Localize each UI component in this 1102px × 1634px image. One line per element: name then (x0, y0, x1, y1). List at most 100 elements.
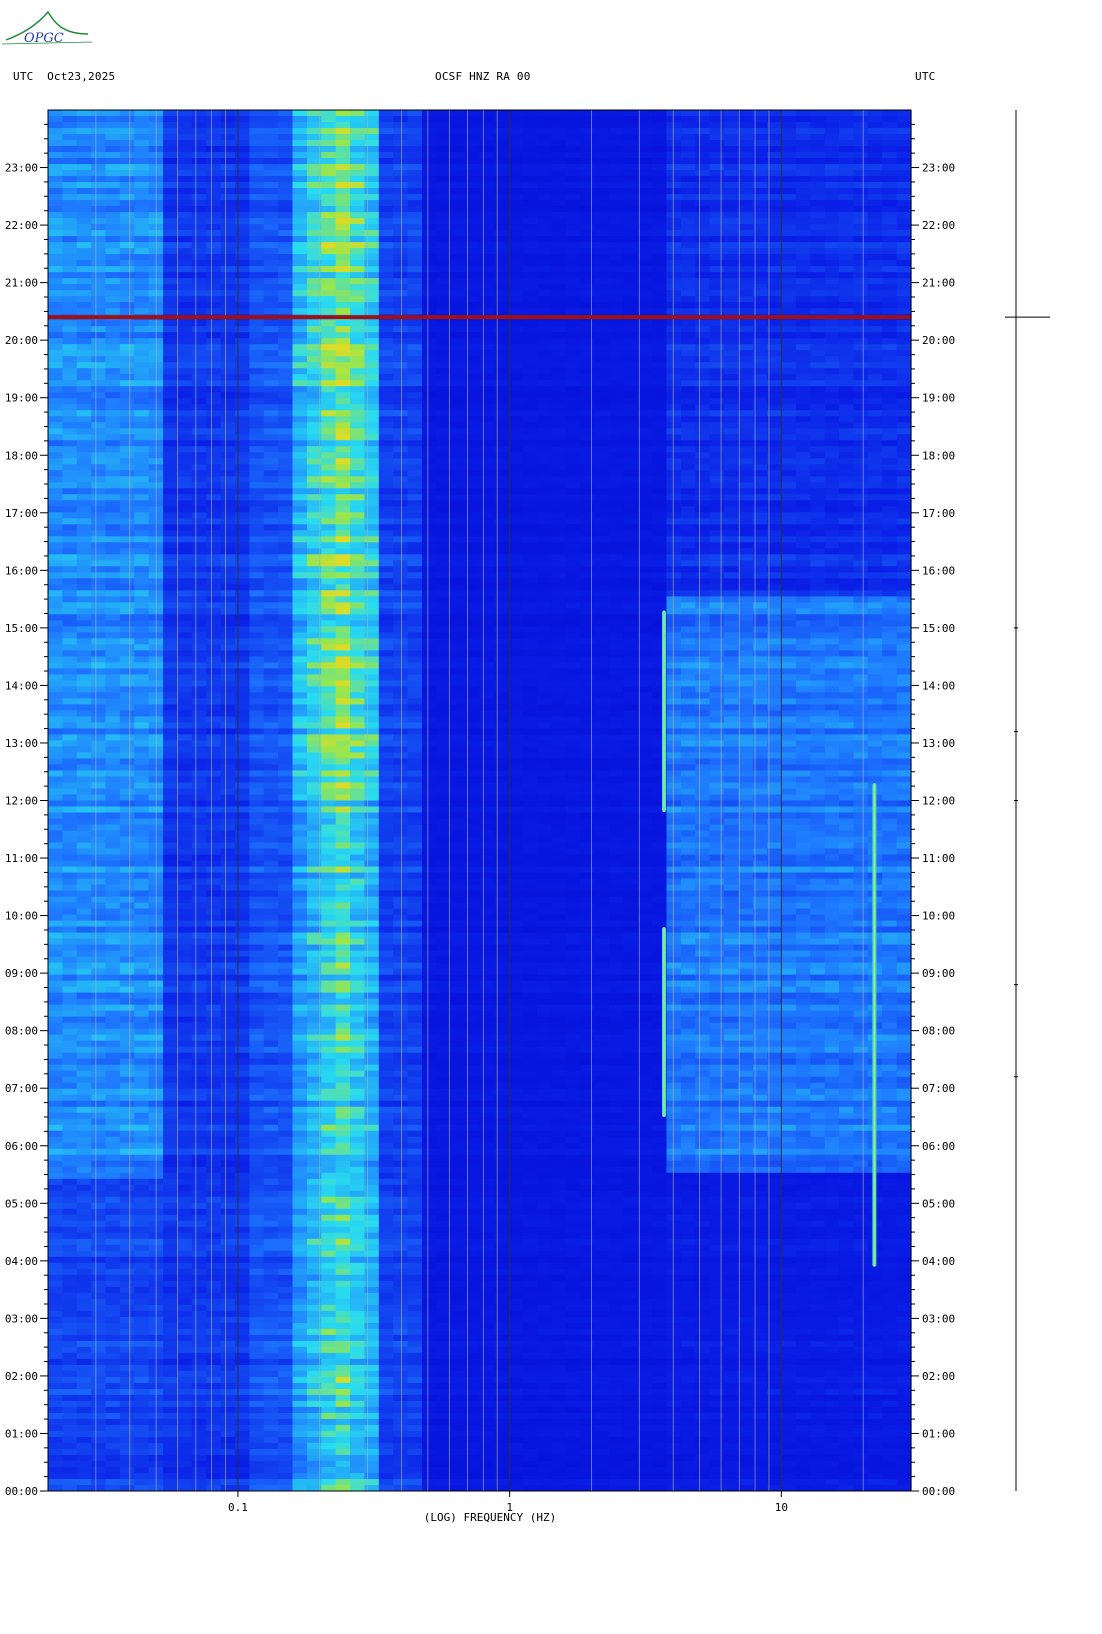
spectrogram-cell (724, 494, 739, 501)
spectrogram-cell (839, 440, 855, 447)
spectrogram-cell (163, 530, 179, 537)
spectrogram-cell (709, 254, 725, 261)
spectrogram-cell (91, 470, 107, 477)
spectrogram-cell (105, 278, 121, 285)
spectrogram-cell (752, 374, 768, 381)
spectrogram-cell (91, 164, 107, 171)
spectrogram-cell (565, 512, 581, 519)
spectrogram-cell (119, 266, 135, 273)
spectrogram-cell (724, 284, 739, 291)
spectrogram-cell (306, 296, 322, 303)
spectrogram-cell (163, 494, 179, 501)
spectrogram-cell (206, 452, 222, 459)
spectrogram-cell (378, 584, 394, 591)
spectrogram-cell (609, 572, 624, 579)
spectrogram-cell (623, 260, 639, 267)
spectrogram-cell (76, 452, 92, 459)
spectrogram-cell (781, 404, 797, 411)
spectrogram-cell (767, 212, 783, 219)
spectrogram-cell (580, 548, 596, 555)
spectrogram-cell (537, 332, 552, 339)
spectrogram-cell (551, 596, 567, 603)
spectrogram-cell (278, 470, 294, 477)
spectrogram-cell (321, 548, 337, 555)
spectrogram-cell (436, 452, 452, 459)
spectrogram-cell (378, 206, 394, 213)
spectrogram-cell (853, 542, 869, 549)
spectrogram-cell (565, 596, 581, 603)
spectrogram-cell (709, 476, 725, 483)
spectrogram-cell (407, 188, 423, 195)
spectrogram-cell (76, 494, 92, 501)
spectrogram-cell (249, 164, 265, 171)
spectrogram-cell (465, 260, 481, 267)
spectrogram-cell (422, 416, 437, 423)
spectrogram-cell (709, 248, 725, 255)
spectrogram-cell (249, 548, 265, 555)
spectrogram-cell (795, 428, 811, 435)
spectrogram-cell (666, 434, 682, 441)
spectrogram-cell (378, 140, 394, 147)
spectrogram-cell (709, 374, 725, 381)
spectrogram-cell (393, 230, 409, 237)
spectrogram-cell (695, 584, 711, 591)
spectrogram-cell (637, 566, 653, 573)
spectrogram-cell (522, 428, 538, 435)
spectrogram-cell (666, 368, 682, 375)
spectrogram-cell (235, 536, 250, 543)
spectrogram-cell (62, 296, 78, 303)
spectrogram-cell (105, 452, 121, 459)
spectrogram-cell (177, 380, 193, 387)
spectrogram-cell (738, 230, 754, 237)
spectrogram-cell (680, 356, 696, 363)
spectrogram-cell (824, 320, 840, 327)
spectrogram-cell (896, 590, 912, 597)
spectrogram-cell (724, 596, 739, 603)
spectrogram-cell (465, 512, 481, 519)
spectrogram-cell (637, 602, 653, 609)
spectrogram-cell (292, 320, 308, 327)
spectrogram-cell (522, 380, 538, 387)
spectrogram-cell (709, 206, 725, 213)
spectrogram-cell (450, 182, 466, 189)
spectrogram-cell (465, 554, 481, 561)
spectrogram-cell (321, 572, 337, 579)
spectrogram-cell (882, 494, 898, 501)
spectrogram-cell (163, 428, 179, 435)
spectrogram-cell (350, 254, 365, 261)
spectrogram-cell (450, 416, 466, 423)
spectrogram-cell (76, 386, 92, 393)
spectrogram-cell (508, 272, 524, 279)
spectrogram-cell (580, 422, 596, 429)
spectrogram-cell (565, 188, 581, 195)
spectrogram-cell (91, 362, 107, 369)
spectrogram-cell (738, 254, 754, 261)
spectrogram-cell (407, 392, 423, 399)
spectrogram-cell (422, 494, 437, 501)
spectrogram-cell (680, 488, 696, 495)
spectrogram-cell (551, 530, 567, 537)
spectrogram-cell (378, 188, 394, 195)
spectrogram-cell (853, 404, 869, 411)
spectrogram-cell (235, 332, 250, 339)
spectrogram-cell (580, 350, 596, 357)
header-title: OCSF HNZ RA 00 (435, 70, 531, 83)
spectrogram-cell (724, 416, 739, 423)
spectrogram-cell (134, 572, 150, 579)
spectrogram-cell (767, 392, 783, 399)
spectrogram-cell (91, 296, 107, 303)
spectrogram-cell (62, 590, 78, 597)
spectrogram-cell (206, 224, 222, 231)
spectrogram-cell (565, 182, 581, 189)
spectrogram-cell (220, 320, 236, 327)
spectrogram-cell (493, 212, 509, 219)
spectrogram-cell (134, 170, 150, 177)
spectrogram-cell (76, 206, 92, 213)
spectrogram-cell (680, 260, 696, 267)
spectrogram-cell (839, 584, 855, 591)
spectrogram-cell (781, 422, 797, 429)
spectrogram-cell (508, 296, 524, 303)
spectrogram-cell (637, 446, 653, 453)
spectrogram-cell (422, 446, 437, 453)
spectrogram-cell (378, 230, 394, 237)
